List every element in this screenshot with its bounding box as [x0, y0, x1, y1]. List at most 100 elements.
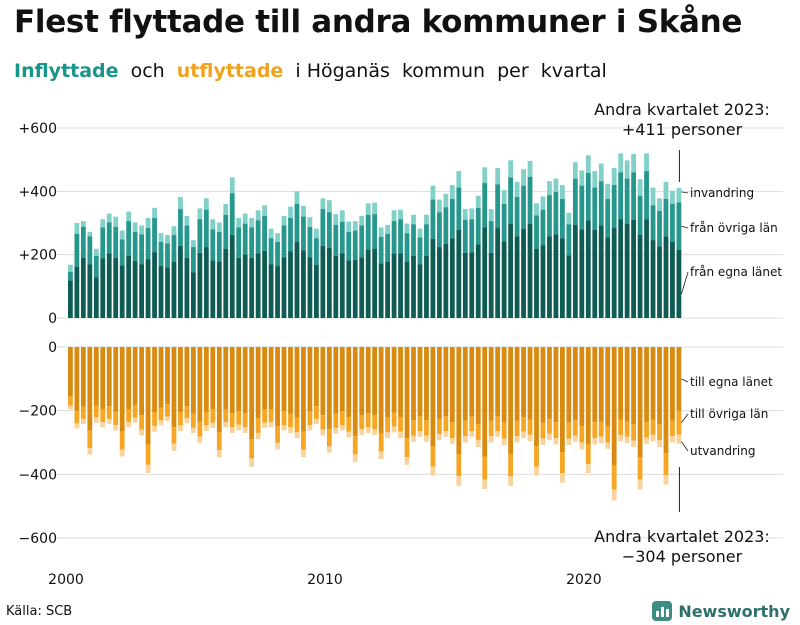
- bar-in-other-counties: [417, 237, 423, 265]
- bar-in-immigration: [100, 219, 106, 228]
- bar-out-emigration: [346, 431, 352, 438]
- bar-out-other-counties: [443, 416, 449, 432]
- bar-in-immigration: [268, 228, 274, 239]
- bar-in-immigration: [430, 185, 436, 200]
- bar-out-other-counties: [333, 413, 339, 428]
- bar-in-other-counties: [165, 243, 170, 268]
- bar-out-own-county: [670, 347, 675, 421]
- bar-out-other-counties: [411, 420, 416, 436]
- bar-in-other-counties: [365, 214, 371, 250]
- bar-out-emigration: [456, 476, 462, 486]
- bar-out-own-county: [139, 347, 145, 416]
- bar-out-other-counties: [553, 422, 559, 439]
- bar-out-own-county: [521, 347, 526, 418]
- bar-out-own-county: [676, 347, 682, 411]
- bar-in-own-county: [443, 243, 449, 318]
- bar-out-own-county: [191, 347, 196, 414]
- bar-out-own-county: [449, 347, 455, 423]
- y-tick-bottom: −400: [19, 467, 57, 483]
- bar-out-own-county: [119, 347, 125, 432]
- bar-out-emigration: [585, 464, 591, 474]
- bar-out-other-counties: [585, 444, 591, 465]
- bar-in-own-county: [229, 235, 235, 318]
- bar-in-other-counties: [339, 221, 345, 254]
- bar-in-own-county: [592, 229, 598, 318]
- bar-out-own-county: [223, 347, 229, 410]
- bar-in-other-counties: [113, 226, 119, 258]
- bar-out-own-county: [605, 347, 611, 426]
- bar-in-own-county: [236, 257, 242, 318]
- bar-in-other-counties: [359, 225, 365, 258]
- bar-out-other-counties: [547, 418, 552, 434]
- bar-out-emigration: [236, 424, 242, 431]
- bar-out-other-counties: [508, 453, 514, 477]
- bar-out-emigration: [540, 438, 546, 446]
- bar-in-own-county: [87, 264, 93, 318]
- bar-out-own-county: [508, 347, 514, 454]
- bar-out-emigration: [132, 417, 138, 423]
- bar-in-other-counties: [449, 198, 455, 239]
- bar-in-other-counties: [456, 187, 462, 230]
- bar-out-own-county: [197, 347, 203, 422]
- bar-out-other-counties: [579, 425, 585, 443]
- bar-in-other-counties: [391, 221, 397, 254]
- bar-in-other-counties: [158, 242, 164, 267]
- bar-in-immigration: [385, 224, 391, 234]
- bar-in-own-county: [430, 238, 436, 318]
- bar-in-immigration: [113, 216, 119, 227]
- bar-out-own-county: [281, 347, 287, 412]
- bar-in-other-counties: [210, 229, 216, 261]
- bar-out-own-county: [262, 347, 268, 410]
- bar-in-immigration: [605, 183, 611, 199]
- bar-out-other-counties: [501, 422, 507, 439]
- bar-in-immigration: [68, 264, 73, 272]
- bar-in-immigration: [223, 204, 229, 215]
- bar-in-other-counties: [657, 210, 662, 247]
- bar-out-other-counties: [644, 422, 649, 438]
- bar-out-other-counties: [236, 411, 242, 425]
- bar-out-other-counties: [372, 415, 378, 430]
- bar-out-other-counties: [106, 406, 112, 419]
- bar-in-own-county: [424, 255, 429, 318]
- bar-in-other-counties: [534, 215, 539, 249]
- bar-in-other-counties: [132, 231, 138, 261]
- bar-out-emigration: [521, 431, 526, 439]
- bar-in-immigration: [553, 178, 559, 192]
- bar-in-other-counties: [301, 216, 306, 251]
- bar-in-immigration: [307, 217, 313, 227]
- bar-out-other-counties: [605, 425, 611, 443]
- bar-out-other-counties: [113, 411, 119, 426]
- bar-out-own-county: [158, 347, 164, 408]
- bar-out-own-county: [242, 347, 248, 414]
- bar-out-other-counties: [275, 425, 280, 443]
- bar-out-emigration: [650, 434, 656, 442]
- bar-out-emigration: [449, 438, 455, 444]
- chart-subtitle: Inflyttade och utflyttade i Höganäs komm…: [14, 60, 613, 82]
- bar-in-other-counties: [508, 177, 514, 224]
- bar-out-emigration: [391, 426, 397, 433]
- bar-in-own-county: [339, 253, 345, 318]
- bar-in-own-county: [391, 253, 397, 318]
- bar-out-other-counties: [624, 421, 630, 437]
- bar-in-other-counties: [249, 227, 255, 258]
- bar-out-emigration: [171, 443, 177, 451]
- bar-out-emigration: [197, 436, 203, 444]
- bar-out-emigration: [229, 427, 235, 433]
- bar-in-own-county: [547, 236, 552, 318]
- bar-in-immigration: [611, 167, 617, 185]
- bar-in-own-county: [385, 261, 391, 318]
- bar-in-own-county: [281, 257, 287, 318]
- bar-out-own-county: [68, 347, 73, 397]
- bar-out-emigration: [294, 432, 300, 439]
- bar-out-own-county: [93, 347, 99, 406]
- bar-out-emigration: [93, 417, 99, 423]
- bar-in-own-county: [475, 244, 481, 318]
- bar-out-other-counties: [223, 409, 229, 423]
- bar-in-own-county: [126, 255, 132, 318]
- bar-in-own-county: [469, 252, 475, 318]
- bar-out-own-county: [469, 347, 475, 417]
- bar-in-immigration: [346, 221, 352, 232]
- bar-in-immigration: [197, 208, 203, 220]
- bar-out-emigration: [475, 439, 481, 447]
